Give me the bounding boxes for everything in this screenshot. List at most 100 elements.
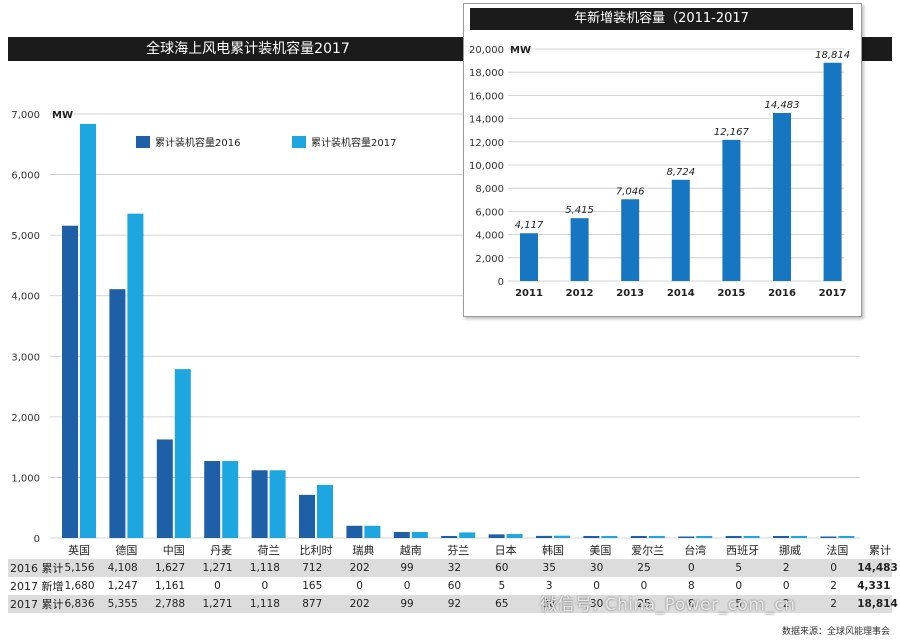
bar-2017	[269, 470, 286, 538]
main-y-tick-label: 3,000	[11, 352, 40, 363]
main-y-tick-label: 6,000	[11, 171, 40, 182]
table-cell: 65	[478, 595, 526, 613]
bar-2017	[364, 525, 381, 538]
table-cell: 6,836	[60, 595, 99, 613]
table-cell: 30	[572, 595, 621, 613]
inset-x-tick-label: 2013	[616, 288, 644, 299]
main-x-tick-label: 韩国	[542, 543, 564, 557]
table-cell: 2	[830, 580, 837, 592]
table-cell: 1,118	[241, 559, 289, 577]
table-cell: 35	[525, 559, 573, 577]
table-cell: 0	[356, 580, 363, 592]
table-cell: 25	[620, 559, 668, 577]
inset-y-tick-label: 4,000	[475, 231, 504, 242]
main-x-tick-label: 爱尔兰	[631, 544, 664, 557]
bar-2016	[109, 289, 126, 538]
main-chart-title: 全球海上风电累计装机容量2017	[146, 41, 350, 57]
table-total-cell: 14,483	[857, 559, 898, 577]
main-y-tick-label: 0	[34, 534, 40, 545]
bar-2017	[791, 536, 807, 538]
table-row-label: 2017 新增	[10, 580, 64, 593]
main-x-tick-label: 美国	[589, 544, 611, 557]
table-cell: 2,788	[146, 595, 194, 613]
table-cell: 5,355	[99, 595, 147, 613]
inset-bar	[722, 139, 741, 281]
bar-2016	[773, 536, 789, 538]
main-y-tick-label: 5,000	[11, 231, 40, 242]
inset-value-label: 18,814	[815, 50, 850, 61]
table-total-cell: 4,331	[857, 580, 891, 592]
table-cell: 5	[498, 580, 506, 592]
table-row-label: 2017 累计	[8, 595, 64, 613]
bar-2017	[80, 123, 96, 538]
main-y-tick-label: 4,000	[11, 292, 40, 303]
table-row-label: 2016 累计	[8, 559, 64, 577]
bar-2016	[251, 470, 268, 538]
inset-x-tick-label: 2011	[515, 288, 543, 299]
main-x-tick-label: 中国	[163, 544, 185, 557]
bar-2017	[554, 535, 570, 538]
legend-label-2016: 累计装机容量2016	[155, 136, 240, 149]
inset-y-tick-label: 6,000	[475, 207, 504, 218]
bar-2016	[630, 536, 647, 538]
bar-2016	[299, 494, 315, 538]
total-column-header: 累计	[869, 544, 891, 557]
main-x-labels: 英国 德国 中国 丹麦 荷兰 比利时 瑞典 越南 芬兰 日本 韩国 美国 爱尔兰 台湾 西班牙 挪威 法国 累计	[68, 543, 891, 557]
bar-2016	[583, 536, 600, 538]
inset-value-label: 4,117	[515, 220, 544, 231]
table-cell: 1,247	[107, 580, 138, 592]
inset-x-tick-label: 2015	[717, 288, 745, 299]
watermark: 微信号: China_Power_com_cn	[540, 595, 796, 615]
inset-x-tick-label: 2014	[667, 288, 695, 299]
main-legend: 累计装机容量2016 累计装机容量2017	[136, 136, 396, 149]
inset-y-tick-label: 10,000	[469, 161, 504, 172]
table-cell: 92	[430, 595, 479, 613]
bar-2016	[820, 536, 837, 538]
inset-y-tick-label: 20,000	[469, 45, 504, 56]
table-cell: 1,627	[146, 559, 194, 577]
table-cell: 8	[688, 580, 695, 592]
table-cell: 0	[667, 559, 716, 577]
table-cell: 30	[572, 559, 621, 577]
main-x-tick-label: 丹麦	[210, 544, 232, 557]
main-y-tick-label: 1,000	[11, 473, 40, 484]
table-cell: 99	[383, 559, 431, 577]
data-table: 2016 累计 5,156 4,108 1,627 1,271 1,118 712 202 99…	[8, 559, 898, 613]
bar-2017	[648, 536, 665, 538]
legend-swatch-2016	[136, 136, 150, 148]
main-y-ticks: 0 1,000 2,000 3,000 4,000 5,000 6,000 7,000	[11, 110, 40, 545]
main-bars	[62, 123, 855, 538]
inset-x-tick-label: 2012	[566, 288, 594, 299]
table-cell: 60	[447, 580, 462, 592]
inset-x-labels: 2011 2012 2013 2014 2015 2016 2017	[515, 288, 846, 299]
inset-bar	[823, 62, 842, 281]
bar-2017	[601, 536, 618, 538]
inset-unit-label: MW	[510, 45, 531, 56]
inset-bar	[621, 199, 640, 281]
inset-y-ticks: 0 2,000 4,000 6,000 8,000 10,000 12,000 14,000 1…	[469, 45, 504, 288]
table-cell: 2	[762, 595, 810, 613]
bar-2017	[743, 536, 760, 538]
main-y-tick-label: 2,000	[11, 413, 40, 424]
bar-2016	[441, 536, 458, 538]
inset-y-tick-label: 18,000	[469, 68, 504, 79]
bar-2016	[156, 439, 173, 538]
table-cell: 1,118	[241, 595, 289, 613]
main-x-tick-label: 比利时	[300, 544, 333, 557]
legend-swatch-2017	[292, 136, 306, 148]
inset-value-label: 5,415	[565, 205, 594, 216]
table-cell: 3	[545, 580, 553, 592]
main-unit-label: MW	[52, 110, 73, 121]
bar-2017	[174, 369, 191, 538]
table-cell: 202	[335, 559, 384, 577]
bar-2016	[725, 536, 742, 538]
table-cell: 2	[762, 559, 810, 577]
table-cell: 0	[214, 580, 221, 592]
table-cell: 0	[593, 580, 600, 592]
table-cell: 1,271	[193, 559, 242, 577]
main-x-tick-label: 德国	[115, 543, 137, 557]
inset-bar	[520, 233, 538, 281]
main-x-tick-label: 日本	[495, 543, 517, 557]
bar-2017	[506, 534, 523, 538]
inset-x-tick-label: 2017	[819, 288, 847, 299]
